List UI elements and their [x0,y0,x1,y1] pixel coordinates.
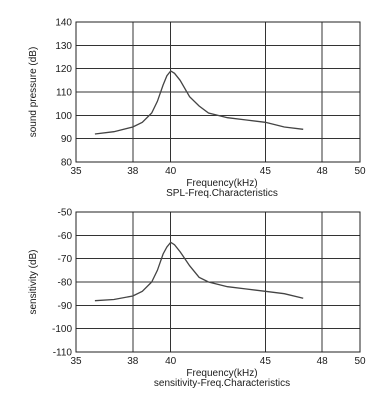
x-tick-label: 40 [165,356,177,367]
y-tick-label: -100 [52,324,72,335]
x-tick-label: 45 [260,166,272,177]
plot-frame [75,21,361,163]
plot-frame [75,211,361,353]
x-tick-label: 50 [354,356,366,367]
x-tick-label: 45 [260,356,272,367]
y-axis-title: sound pressure (dB) [28,47,39,138]
y-tick-label: -50 [58,208,73,219]
spl-frequency-chart: 35 38 40 45 48 50 80 90 100 110 120 130 140 sound pre… [28,18,366,200]
x-tick-label: 48 [317,166,329,177]
x-tick-label: 48 [317,356,329,367]
series-line [94,241,304,302]
x-tick-label: 40 [165,166,177,177]
y-tick-label: 80 [61,158,73,169]
y-tick-label: -70 [58,254,73,265]
chart-caption: SPL-Freq.Characteristics [166,188,278,199]
x-tick-label: 35 [70,356,82,367]
x-tick-label: 35 [70,166,82,177]
x-tick-label: 38 [127,166,139,177]
series-line [94,70,304,135]
x-tick-label: 50 [354,166,366,177]
y-tick-label: 110 [56,88,72,99]
y-tick-label: 90 [61,134,73,145]
y-tick-label: 120 [55,64,72,75]
y-tick-label: -110 [53,348,73,359]
sensitivity-frequency-chart: 35 38 40 45 48 50 -110 -100 -90 -80 -70 -60 -50 sensi… [28,208,366,390]
y-tick-label: -60 [58,231,73,242]
y-tick-label: 140 [55,18,72,29]
y-tick-label: -80 [58,278,73,289]
y-tick-label: 130 [55,41,72,52]
y-tick-label: -90 [58,301,73,312]
y-axis-title: sensitivity (dB) [28,249,39,314]
chart-caption: sensitivity-Freq.Characteristics [154,378,290,389]
x-axis-title: Frequency(kHz) [186,368,257,379]
x-axis-title: Frequency(kHz) [186,178,257,189]
y-tick-label: 100 [55,111,72,122]
x-tick-label: 38 [127,356,139,367]
